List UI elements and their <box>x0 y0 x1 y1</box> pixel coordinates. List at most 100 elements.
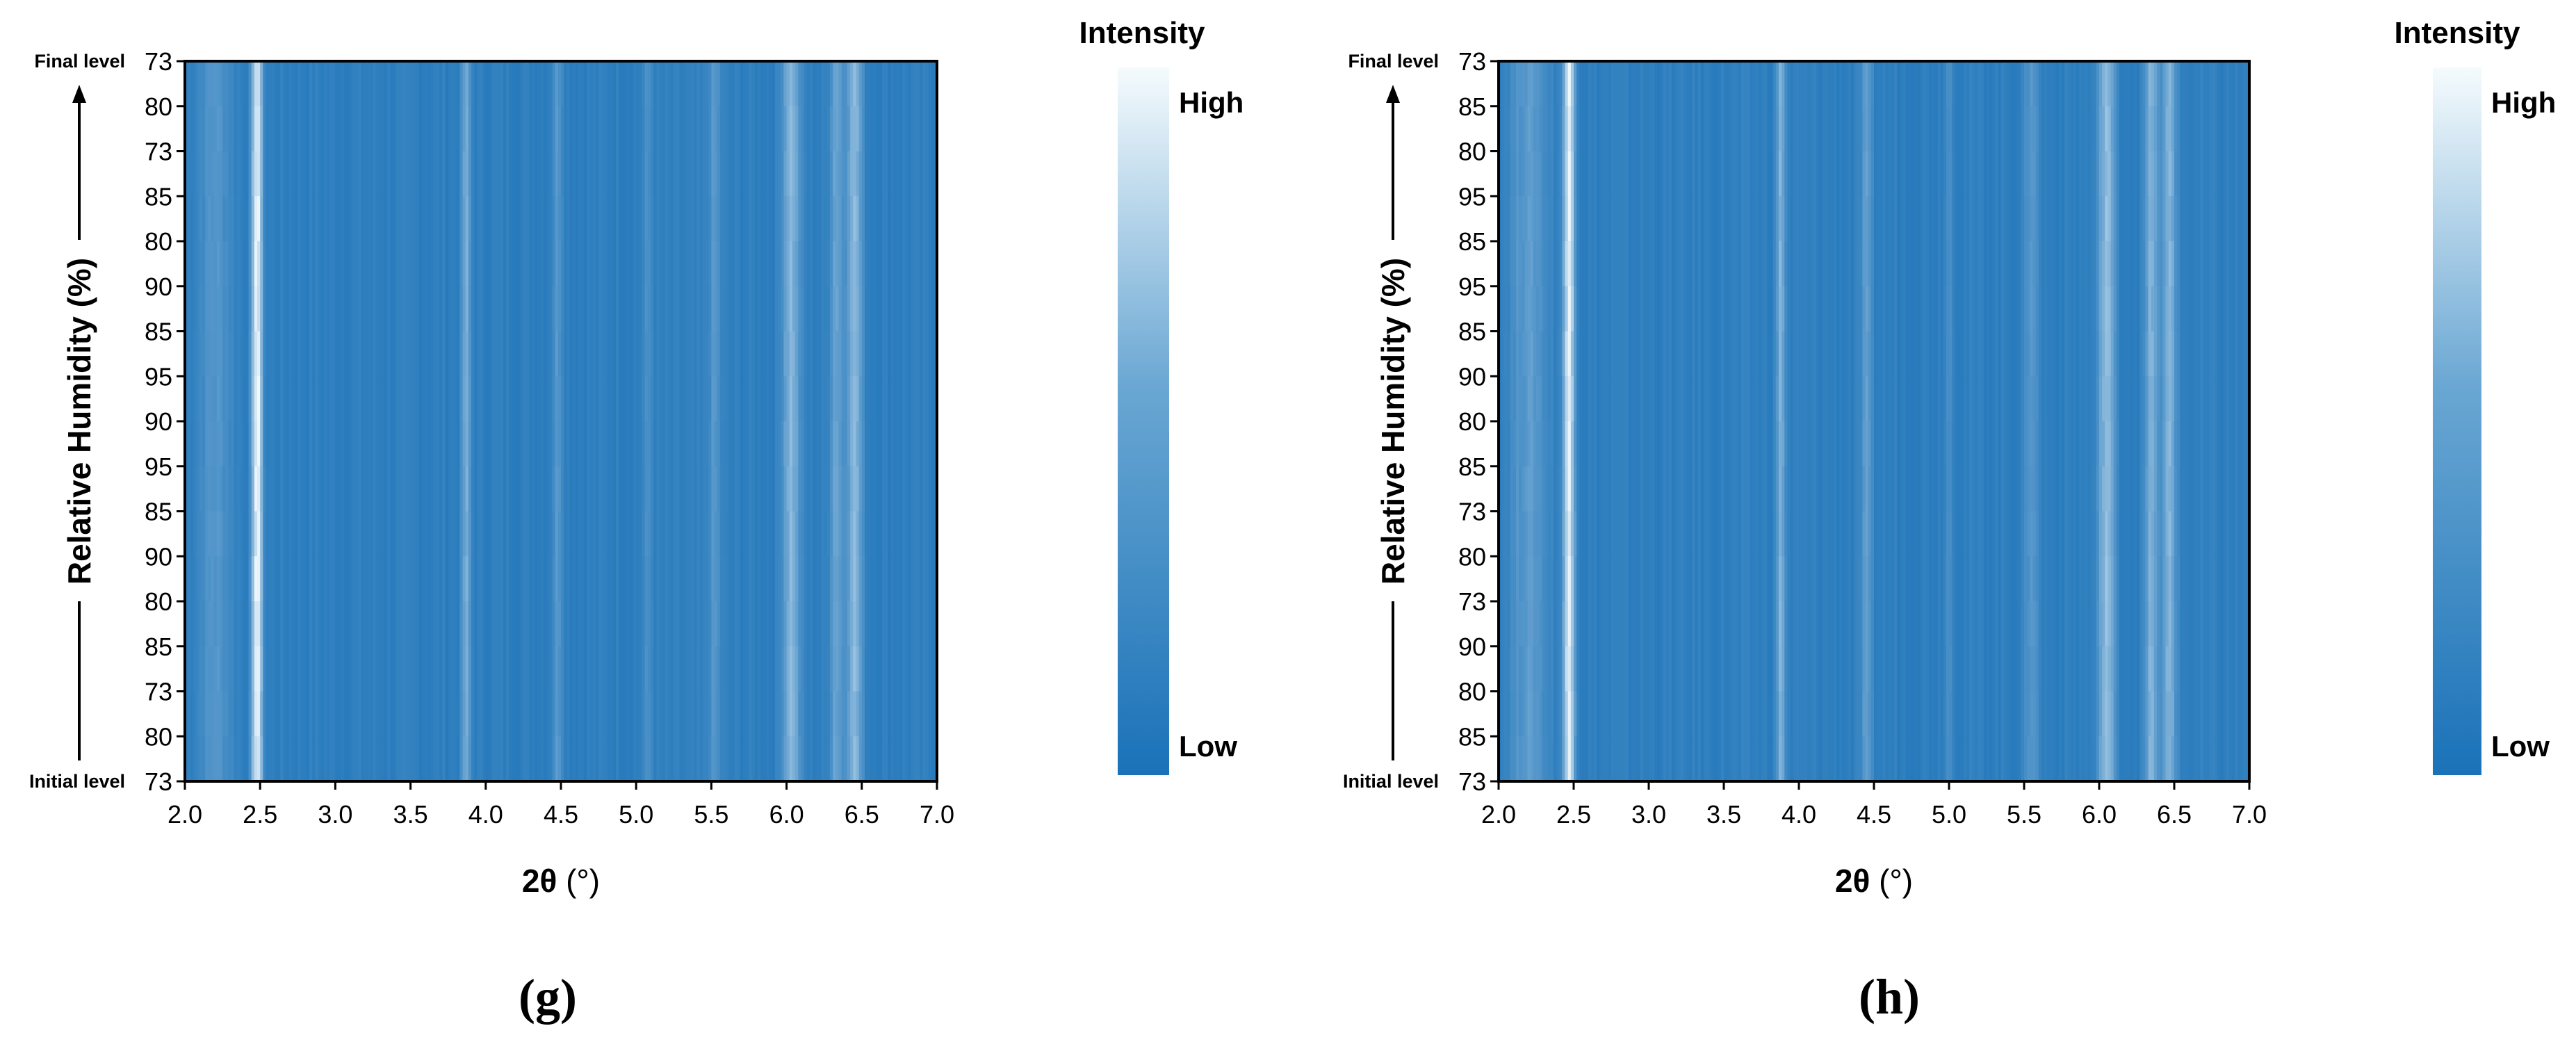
heatmap-cell <box>517 511 521 557</box>
heatmap-cell <box>616 331 619 377</box>
heatmap-cell <box>277 736 281 782</box>
heatmap-cell <box>902 466 906 512</box>
heatmap-cell <box>656 331 660 377</box>
heatmap-cell <box>908 466 912 512</box>
heatmap-cell <box>861 61 865 107</box>
heatmap-cell <box>2102 151 2105 197</box>
heatmap-cell <box>826 241 831 287</box>
heatmap-cell <box>778 331 781 377</box>
heatmap-cell <box>512 601 516 647</box>
heatmap-cell <box>1614 151 1617 197</box>
heatmap-cell <box>801 286 805 332</box>
heatmap-cell <box>772 646 776 692</box>
heatmap-cell <box>1934 61 1938 107</box>
heatmap-cell <box>254 646 258 692</box>
heatmap-cell <box>835 736 840 782</box>
heatmap-cell <box>381 601 385 647</box>
heatmap-cell <box>185 511 188 557</box>
heatmap-cell <box>1983 151 1987 197</box>
heatmap-cell <box>746 691 750 737</box>
heatmap-cell <box>749 601 753 647</box>
heatmap-cell <box>332 286 336 332</box>
heatmap-cell <box>509 511 512 557</box>
heatmap-cell <box>251 646 255 692</box>
heatmap-cell <box>734 106 738 152</box>
heatmap-cell <box>288 691 293 737</box>
heatmap-cell <box>671 331 674 377</box>
heatmap-cell <box>442 646 446 692</box>
heatmap-cell <box>1533 151 1537 197</box>
heatmap-cell <box>387 61 391 107</box>
heatmap-cell <box>482 601 487 647</box>
heatmap-cell <box>1850 151 1854 197</box>
heatmap-cell <box>636 601 639 647</box>
heatmap-cell <box>888 466 892 512</box>
heatmap-cell <box>706 691 709 737</box>
heatmap-cell <box>850 466 854 512</box>
heatmap-cell <box>549 286 553 332</box>
heatmap-cell <box>393 421 397 467</box>
heatmap-cell <box>1998 106 2002 152</box>
heatmap-cell <box>277 466 281 512</box>
heatmap-cell <box>306 601 310 647</box>
heatmap-cell <box>691 511 695 557</box>
heatmap-cell <box>1770 151 1774 197</box>
heatmap-cell <box>375 511 380 557</box>
heatmap-cell <box>216 151 220 197</box>
heatmap-cell <box>740 376 744 422</box>
heatmap-cell <box>1917 151 1921 197</box>
heatmap-cell <box>612 106 617 152</box>
heatmap-cell <box>309 691 313 737</box>
heatmap-cell <box>1501 106 1505 152</box>
heatmap-cell <box>544 286 547 332</box>
heatmap-cell <box>2032 61 2037 107</box>
heatmap-cell <box>731 736 735 782</box>
heatmap-cell <box>772 556 776 602</box>
heatmap-cell <box>450 61 455 107</box>
heatmap-cell <box>801 511 805 557</box>
heatmap-cell <box>838 106 842 152</box>
heatmap-cell <box>651 376 654 422</box>
heatmap-cell <box>488 286 492 332</box>
heatmap-cell <box>2064 61 2068 107</box>
heatmap-cell <box>598 511 602 557</box>
heatmap-cell <box>552 376 556 422</box>
heatmap-cell <box>291 736 295 782</box>
heatmap-cell <box>323 691 327 737</box>
heatmap-cell <box>682 511 686 557</box>
heatmap-cell <box>873 151 877 197</box>
heatmap-cell <box>387 421 391 467</box>
heatmap-cell <box>277 106 281 152</box>
heatmap-cell <box>318 196 322 242</box>
heatmap-cell <box>920 421 923 467</box>
heatmap-cell <box>873 376 877 422</box>
heatmap-cell <box>430 331 434 377</box>
heatmap-cell <box>659 511 663 557</box>
heatmap-cell <box>610 241 614 287</box>
heatmap-cell <box>813 691 816 737</box>
heatmap-cell <box>2007 106 2010 152</box>
heatmap-cell <box>306 241 310 287</box>
heatmap-cell <box>277 646 281 692</box>
heatmap-cell <box>402 601 405 647</box>
heatmap-cell <box>575 286 579 332</box>
heatmap-cell <box>688 241 692 287</box>
heatmap-cell <box>297 511 302 557</box>
heatmap-cell <box>633 61 637 107</box>
heatmap-cell <box>723 511 726 557</box>
heatmap-cell <box>216 106 220 152</box>
heatmap-cell <box>1683 106 1687 152</box>
heatmap-cell <box>190 646 195 692</box>
heatmap-cell <box>1859 61 1863 107</box>
heatmap-cell <box>815 646 819 692</box>
heatmap-cell <box>208 241 212 287</box>
heatmap-cell <box>578 61 582 107</box>
heatmap-cell <box>343 601 348 647</box>
y-tick-label: 80 <box>145 227 172 256</box>
heatmap-cell <box>1992 106 1996 152</box>
heatmap-cell <box>211 601 215 647</box>
heatmap-cell <box>468 241 472 287</box>
heatmap-cell <box>728 736 733 782</box>
heatmap-cell <box>462 241 466 287</box>
heatmap-cell <box>621 106 626 152</box>
